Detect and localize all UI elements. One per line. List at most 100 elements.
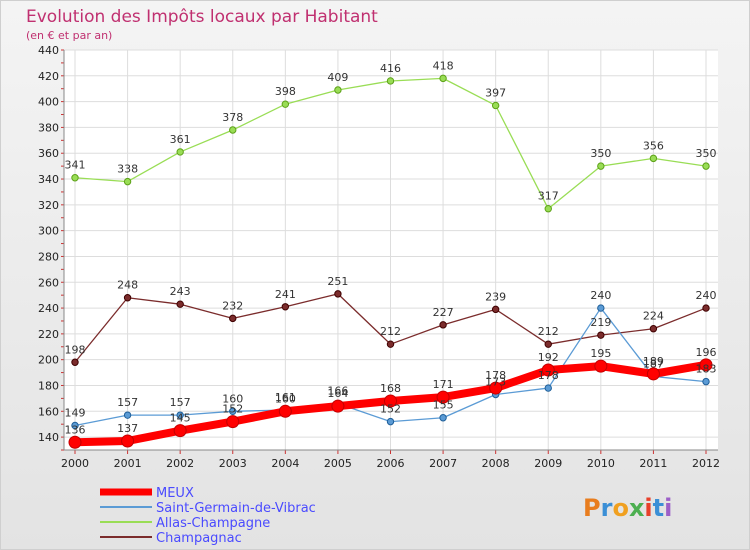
x-tick-label: 2009 bbox=[534, 457, 562, 470]
data-point bbox=[439, 321, 447, 329]
data-point bbox=[544, 340, 552, 348]
data-point bbox=[71, 358, 79, 366]
data-point bbox=[229, 407, 237, 415]
data-point bbox=[386, 340, 395, 348]
data-label: 178 bbox=[538, 369, 559, 382]
y-tick-label: 140 bbox=[38, 431, 59, 444]
data-label: 195 bbox=[590, 347, 611, 360]
legend-label: Champagnac bbox=[156, 531, 242, 546]
data-label: 164 bbox=[327, 387, 348, 400]
data-label: 168 bbox=[380, 382, 401, 395]
data-point bbox=[281, 303, 290, 311]
y-tick-label: 320 bbox=[38, 199, 59, 212]
y-tick-label: 420 bbox=[38, 70, 59, 83]
data-label: 212 bbox=[538, 325, 559, 338]
data-point bbox=[123, 294, 132, 302]
chart-subtitle: (en € et par an) bbox=[26, 29, 112, 42]
data-point bbox=[597, 304, 605, 312]
data-point bbox=[544, 205, 552, 213]
x-tick-label: 2003 bbox=[219, 457, 247, 470]
data-label: 155 bbox=[433, 399, 454, 412]
y-tick-label: 400 bbox=[38, 96, 59, 109]
data-point bbox=[229, 126, 237, 134]
data-label: 161 bbox=[275, 391, 296, 404]
data-label: 341 bbox=[65, 159, 86, 172]
y-tick-label: 380 bbox=[38, 121, 59, 134]
data-point bbox=[121, 434, 135, 448]
y-tick-label: 260 bbox=[38, 276, 59, 289]
legend-label: Saint-Germain-de-Vibrac bbox=[156, 501, 316, 516]
data-labels: 341 338 361 378 398 409 416 418 397 317 350 356 350 1… bbox=[65, 59, 717, 436]
y-tick-label: 280 bbox=[38, 250, 59, 263]
data-point bbox=[281, 100, 290, 108]
data-label: 251 bbox=[327, 275, 348, 288]
data-label: 137 bbox=[117, 422, 138, 435]
y-tick-label: 360 bbox=[38, 147, 59, 160]
data-label: 356 bbox=[643, 139, 664, 152]
data-point bbox=[646, 367, 660, 381]
data-label: 224 bbox=[643, 310, 664, 323]
x-tick-label: 2012 bbox=[692, 457, 720, 470]
data-point bbox=[71, 421, 79, 430]
data-point bbox=[702, 377, 710, 386]
y-tick-label: 240 bbox=[38, 302, 59, 315]
data-point bbox=[229, 314, 237, 323]
data-point bbox=[176, 300, 184, 308]
data-label: 409 bbox=[327, 71, 348, 84]
data-label: 243 bbox=[170, 285, 191, 298]
data-point bbox=[334, 290, 342, 298]
data-point bbox=[489, 381, 503, 395]
data-point bbox=[699, 358, 713, 372]
data-label: 232 bbox=[222, 299, 243, 312]
data-label: 418 bbox=[433, 59, 454, 72]
data-label: 317 bbox=[538, 190, 559, 203]
data-label: 196 bbox=[696, 346, 717, 359]
data-point bbox=[649, 325, 658, 333]
x-tick-label: 2000 bbox=[61, 457, 89, 470]
legend-label: MEUX bbox=[156, 486, 194, 501]
legend-label: Allas-Champagne bbox=[156, 516, 270, 531]
proxiti-logo-text: Proxiti bbox=[583, 494, 672, 522]
y-tick-label: 220 bbox=[38, 328, 59, 341]
data-label: 187 bbox=[643, 357, 664, 370]
data-point bbox=[597, 331, 605, 339]
data-label: 178 bbox=[485, 369, 506, 382]
data-label: 152 bbox=[222, 403, 243, 416]
data-point bbox=[702, 162, 710, 170]
y-tick-label: 440 bbox=[38, 44, 59, 57]
data-label: 240 bbox=[696, 289, 717, 302]
data-point bbox=[123, 177, 132, 186]
y-tick-label: 200 bbox=[38, 354, 59, 367]
y-tick-label: 160 bbox=[38, 405, 59, 418]
data-label: 397 bbox=[485, 86, 506, 99]
x-tick-label: 2002 bbox=[166, 457, 194, 470]
data-label: 136 bbox=[65, 423, 86, 436]
data-label: 149 bbox=[65, 406, 86, 419]
data-point bbox=[436, 390, 450, 404]
data-point bbox=[544, 384, 552, 392]
data-point bbox=[439, 414, 447, 422]
data-label: 173 bbox=[485, 376, 506, 389]
x-tick-label: 2001 bbox=[114, 457, 142, 470]
data-label: 350 bbox=[590, 147, 611, 160]
data-label: 241 bbox=[275, 288, 296, 301]
y-tick-label: 180 bbox=[38, 379, 59, 392]
legend: MEUXSaint-Germain-de-VibracAllas-Champag… bbox=[100, 486, 316, 546]
data-point bbox=[541, 363, 555, 377]
x-tick-label: 2005 bbox=[324, 457, 352, 470]
x-tick-label: 2006 bbox=[377, 457, 405, 470]
data-label: 212 bbox=[380, 325, 401, 338]
data-point bbox=[384, 394, 397, 408]
axes: 140 160 180 200 220 240 260 280 300 320 340 360 380 4… bbox=[38, 44, 720, 470]
data-label: 416 bbox=[380, 62, 401, 75]
data-label: 219 bbox=[590, 316, 611, 329]
x-tick-label: 2010 bbox=[587, 457, 615, 470]
data-label: 239 bbox=[485, 290, 506, 303]
data-label: 350 bbox=[696, 147, 717, 160]
data-label: 157 bbox=[117, 396, 138, 409]
data-point bbox=[173, 424, 187, 438]
data-point bbox=[278, 404, 292, 418]
data-point bbox=[334, 86, 342, 94]
data-label: 398 bbox=[275, 85, 296, 98]
